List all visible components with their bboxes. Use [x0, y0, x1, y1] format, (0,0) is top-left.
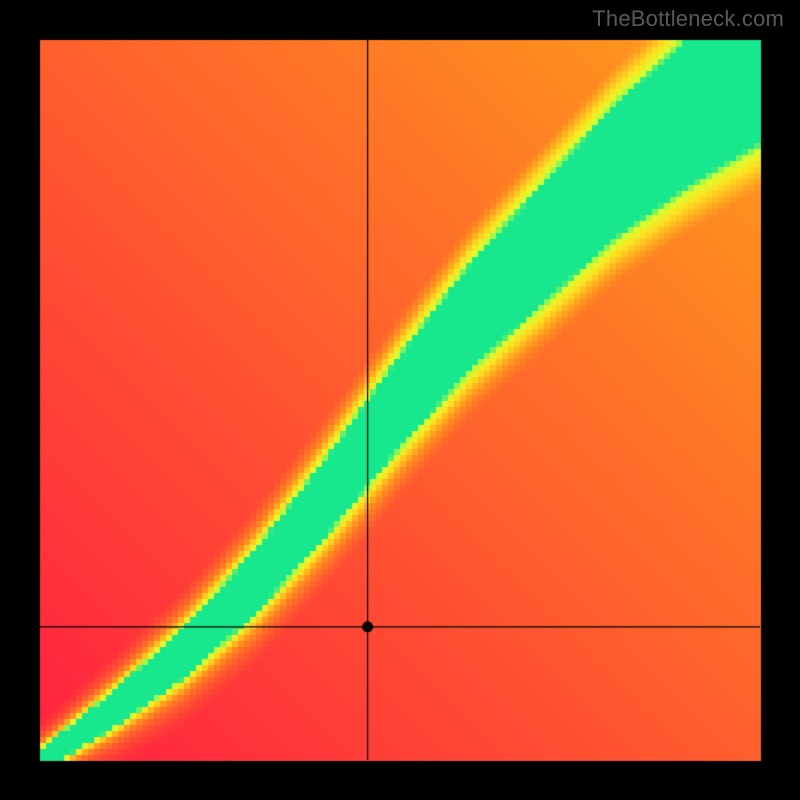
bottleneck-heatmap [0, 0, 800, 800]
watermark-text: TheBottleneck.com [592, 6, 784, 32]
chart-container: TheBottleneck.com [0, 0, 800, 800]
